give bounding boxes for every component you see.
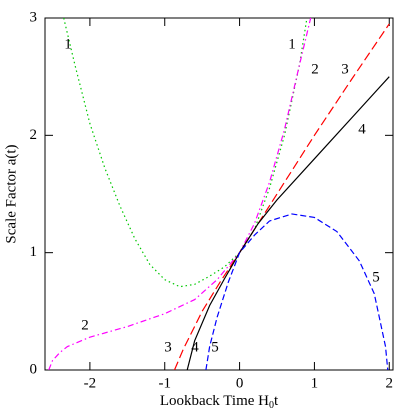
plot-frame: [44, 17, 394, 371]
x-label-sub: 0: [269, 400, 274, 411]
curve: [63, 18, 308, 288]
curve: [173, 23, 390, 370]
y-tick-label: 2: [30, 127, 38, 143]
curve-label: 4: [191, 339, 199, 355]
y-axis-label: Scale Factor a(t): [3, 144, 19, 243]
curve-label: 1: [288, 36, 296, 52]
curve-label: 5: [211, 339, 219, 355]
curve-label: 4: [358, 121, 366, 137]
curve-label: 3: [164, 339, 172, 355]
y-tick-label: 1: [30, 244, 38, 260]
curve-label: 1: [64, 36, 72, 52]
curve-label: 3: [341, 61, 349, 77]
x-label-main: Lookback Time H: [160, 393, 269, 409]
curve-label: 5: [372, 269, 380, 285]
x-axis-label: Lookback Time H0t: [160, 393, 279, 411]
x-tick-label: 2: [386, 375, 394, 391]
x-tick-label: 0: [236, 375, 244, 391]
curve-label: 2: [311, 61, 319, 77]
x-tick-label: 1: [311, 375, 319, 391]
x-tick-label: -2: [84, 375, 97, 391]
y-tick-label: 0: [30, 361, 38, 377]
x-tick-label: -1: [158, 375, 171, 391]
curve: [205, 213, 389, 370]
curve: [48, 18, 312, 370]
curve: [186, 76, 390, 370]
x-label-tail: t: [274, 393, 279, 409]
curve-label: 2: [81, 317, 89, 333]
y-tick-label: 3: [30, 9, 38, 25]
